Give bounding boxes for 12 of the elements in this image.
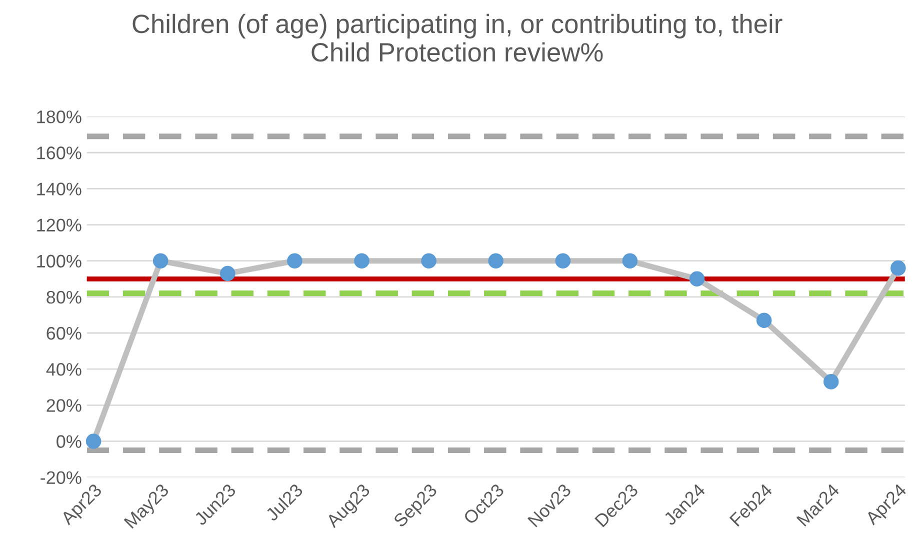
y-tick-label: 120% bbox=[37, 218, 82, 232]
y-tick-label: -20% bbox=[40, 471, 82, 484]
y-tick-label: 140% bbox=[37, 182, 82, 196]
y-tick-label: 40% bbox=[46, 363, 82, 376]
y-tick-label: 60% bbox=[46, 326, 82, 340]
y-tick-label: 80% bbox=[46, 290, 82, 304]
y-tick-label: 160% bbox=[37, 146, 82, 160]
chart-title: Children (of age) participating in, or contributing to, their Child Protection review% bbox=[132, 14, 782, 62]
y-tick-label: 0% bbox=[56, 435, 82, 448]
y-tick-label: 180% bbox=[37, 110, 82, 124]
y-tick-label: 20% bbox=[46, 399, 82, 412]
y-tick-label: 100% bbox=[37, 254, 82, 268]
